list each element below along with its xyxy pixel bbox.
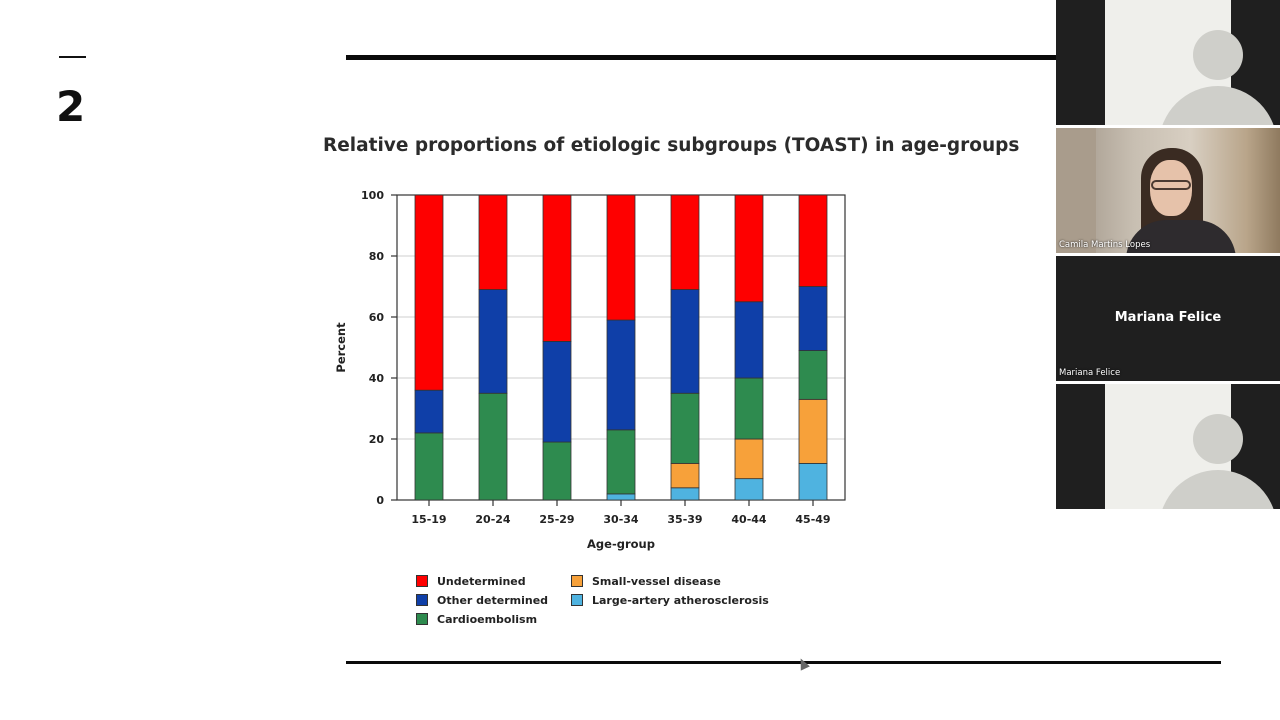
participant-video xyxy=(1056,128,1280,253)
bar-segment xyxy=(670,289,700,394)
y-tick-label: 0 xyxy=(376,494,384,507)
participant-tile[interactable] xyxy=(1056,384,1280,509)
y-tick-label: 20 xyxy=(369,433,385,446)
y-tick-label: 80 xyxy=(369,250,385,263)
legend-item-small-vessel: Small-vessel disease xyxy=(571,573,721,589)
stacked-bar-chart: 0 20 40 60 80 100 15-19 20-24 25-29 30-34 35-39 40-… xyxy=(334,189,846,551)
bar-segment xyxy=(734,194,764,303)
bar-segment xyxy=(734,377,764,440)
avatar-body-icon xyxy=(1159,86,1277,125)
chart-title: Relative proportions of etiologic subgro… xyxy=(323,135,1020,156)
legend-item-undetermined: Undetermined xyxy=(416,573,526,589)
legend-label-undetermined: Undetermined xyxy=(437,574,526,588)
mouse-cursor-icon xyxy=(796,656,810,671)
bar-segment xyxy=(542,340,572,443)
bar-segment xyxy=(670,462,700,489)
legend-label-large-artery: Large-artery atherosclerosis xyxy=(592,593,769,607)
legend-item-other-determined: Other determined xyxy=(416,592,548,608)
video-person-body xyxy=(1126,220,1236,253)
x-tick-label: 40-44 xyxy=(731,513,767,526)
top-rule xyxy=(346,55,1058,60)
avatar xyxy=(1105,0,1277,125)
legend-item-cardioembolism: Cardioembolism xyxy=(416,611,537,627)
slide-number-dash xyxy=(59,56,86,58)
y-axis-label: Percent xyxy=(334,322,348,373)
bar-segment xyxy=(542,441,572,501)
legend-swatch-large-artery xyxy=(571,594,583,606)
participant-tile-no-video[interactable]: Mariana Felice Mariana Felice xyxy=(1056,256,1280,381)
slide-number: 2 xyxy=(56,82,86,131)
legend-item-large-artery: Large-artery atherosclerosis xyxy=(571,592,769,608)
bar-segment xyxy=(670,392,700,464)
bar-segment xyxy=(734,438,764,480)
avatar xyxy=(1105,384,1277,509)
bar-segment xyxy=(798,398,828,464)
participant-tile[interactable] xyxy=(1056,0,1280,125)
bar-segment xyxy=(734,478,764,501)
video-person-glasses xyxy=(1151,180,1191,190)
bar-segment xyxy=(798,350,828,400)
chart-legend: Undetermined Other determined Cardioembo… xyxy=(416,573,816,633)
participants-panel: Camila Martins Lopes Mariana Felice Mari… xyxy=(1056,0,1280,510)
legend-swatch-small-vessel xyxy=(571,575,583,587)
x-tick-label: 35-39 xyxy=(667,513,702,526)
bar-segment xyxy=(670,487,700,501)
participant-name-label: Mariana Felice xyxy=(1059,368,1121,378)
y-tick-label: 60 xyxy=(369,311,385,324)
bar-segment xyxy=(798,462,828,501)
bar-segment xyxy=(414,432,444,501)
bar-segment xyxy=(670,194,700,290)
participant-display-name: Mariana Felice xyxy=(1114,310,1222,325)
participant-name-label: Camila Martins Lopes xyxy=(1059,240,1151,250)
bar-segment xyxy=(542,194,572,342)
bar-segment xyxy=(606,493,636,501)
bar-segment xyxy=(798,286,828,351)
participant-tile-video[interactable]: Camila Martins Lopes xyxy=(1056,128,1280,253)
legend-label-cardioembolism: Cardioembolism xyxy=(437,612,538,626)
bar-segment xyxy=(414,389,444,434)
x-tick-label: 15-19 xyxy=(411,513,446,526)
x-tick-label: 30-34 xyxy=(603,513,639,526)
bar-segment xyxy=(606,429,636,495)
x-axis-label: Age-group xyxy=(587,537,655,551)
bar-segment xyxy=(798,194,828,287)
bar-segment xyxy=(478,289,508,394)
legend-swatch-other-determined xyxy=(416,594,428,606)
y-tick-label: 100 xyxy=(361,189,384,202)
x-tick-label: 20-24 xyxy=(475,513,511,526)
legend-label-small-vessel: Small-vessel disease xyxy=(592,574,721,588)
bar-segment xyxy=(478,392,508,501)
legend-swatch-undetermined xyxy=(416,575,428,587)
avatar-head-icon xyxy=(1193,414,1243,464)
x-tick-label: 45-49 xyxy=(795,513,830,526)
bottom-rule xyxy=(346,661,1221,664)
avatar-body-icon xyxy=(1159,470,1277,509)
x-tick-label: 25-29 xyxy=(539,513,574,526)
video-background-door xyxy=(1056,128,1096,253)
avatar-head-icon xyxy=(1193,30,1243,80)
bar-segment xyxy=(734,301,764,379)
bar-segment xyxy=(478,194,508,290)
y-tick-label: 40 xyxy=(369,372,385,385)
bar-segment xyxy=(414,194,444,391)
legend-label-other-determined: Other determined xyxy=(437,593,549,607)
bar-segment xyxy=(606,194,636,321)
bar-segment xyxy=(606,319,636,431)
legend-swatch-cardioembolism xyxy=(416,613,428,625)
